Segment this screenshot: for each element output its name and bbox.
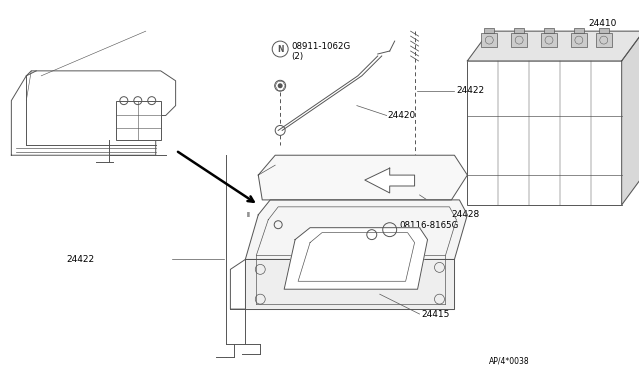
Text: 08116-8165G: 08116-8165G xyxy=(399,221,459,230)
Bar xyxy=(574,28,584,33)
Text: 24422: 24422 xyxy=(66,255,94,264)
Text: 24428: 24428 xyxy=(451,210,479,219)
Bar xyxy=(514,28,524,33)
Bar xyxy=(541,33,557,47)
Bar xyxy=(481,33,497,47)
Text: 24422: 24422 xyxy=(456,86,484,95)
Text: AP/4*0038: AP/4*0038 xyxy=(489,356,530,365)
Circle shape xyxy=(278,83,283,88)
Polygon shape xyxy=(245,259,454,309)
Text: B: B xyxy=(387,227,392,232)
Text: (4): (4) xyxy=(399,233,412,242)
Text: 08911-1062G: 08911-1062G xyxy=(291,42,350,51)
Text: (2): (2) xyxy=(291,52,303,61)
Text: II: II xyxy=(246,212,250,218)
Bar xyxy=(511,33,527,47)
Bar xyxy=(596,33,612,47)
Bar xyxy=(467,61,621,205)
Text: 24410: 24410 xyxy=(588,19,617,28)
Text: N: N xyxy=(277,45,284,54)
Polygon shape xyxy=(365,168,415,193)
Polygon shape xyxy=(259,155,467,200)
Bar xyxy=(116,101,161,140)
Text: 24415: 24415 xyxy=(422,310,450,318)
Bar xyxy=(571,33,587,47)
Polygon shape xyxy=(621,31,640,205)
Text: 24420: 24420 xyxy=(388,111,416,120)
Polygon shape xyxy=(467,31,640,61)
Polygon shape xyxy=(284,228,428,289)
Bar xyxy=(599,28,609,33)
Polygon shape xyxy=(245,200,467,259)
Bar xyxy=(484,28,494,33)
Bar xyxy=(544,28,554,33)
